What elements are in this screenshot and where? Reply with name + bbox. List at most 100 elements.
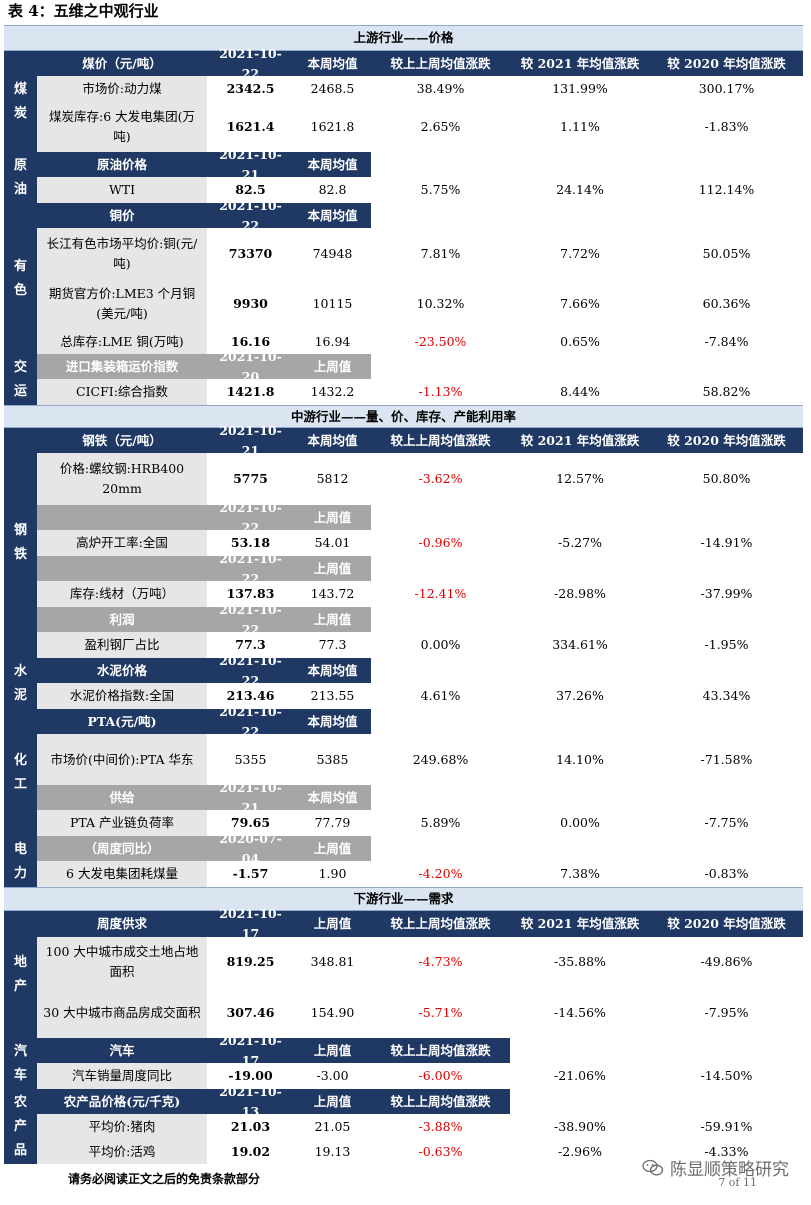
side-label-char: 工 (13, 776, 27, 792)
row-header-col: 上周值 (294, 556, 371, 581)
side-label-char: 农 (13, 1094, 27, 1110)
side-label-char: 水 (13, 663, 27, 679)
row-header-col: 较上上周均值涨跌 (371, 428, 510, 453)
row-header-label: 汽车 (37, 1038, 207, 1063)
row-header-date: 2021-10-17 (207, 1033, 294, 1068)
row-header-col: 本周均值 (294, 785, 371, 810)
row-value-avg: 213.55 (310, 688, 355, 703)
row-change-week: -6.00% (418, 1068, 463, 1083)
row-value-current: 213.46 (226, 688, 275, 703)
side-label-char: 运 (13, 383, 27, 399)
row-value-current: 1421.8 (226, 384, 275, 399)
row-header-label: 进口集装箱运价指数 (37, 354, 207, 379)
row-header-date: 2021-10-22 (207, 704, 294, 739)
row-header-label: 水泥价格 (37, 658, 207, 683)
row-value-current: 82.5 (235, 182, 266, 197)
row-change-week: 4.61% (420, 688, 461, 703)
row-value-current: 21.03 (230, 1118, 271, 1134)
side-label-char: 电 (13, 841, 27, 857)
side-coal: 煤炭 (4, 51, 37, 152)
row-header-date: 2020-07-04 (207, 831, 294, 866)
row-header-label: 煤价（元/吨） (37, 51, 207, 76)
row-change-2021: -14.56% (554, 1004, 606, 1020)
row-change-2020: -7.84% (704, 333, 749, 349)
row-value-current: -19.00 (228, 1068, 273, 1083)
row-name: 平均价:活鸡 (37, 1139, 207, 1164)
row-change-2020: -37.99% (700, 586, 753, 601)
row-header-label: （周度同比） (37, 836, 207, 861)
row-value-avg: 348.81 (310, 954, 355, 969)
row-header-col: 较 2020 年均值涨跌 (650, 51, 803, 76)
row-header-label: 周度供求 (37, 911, 207, 937)
row-value-current: 73370 (228, 245, 273, 261)
row-change-week: -0.96% (418, 535, 463, 550)
row-header-date: 2021-10-22 (207, 653, 294, 688)
row-change-2020: -7.75% (704, 815, 749, 830)
row-value-avg: 19.13 (314, 1143, 351, 1159)
row-value-avg: 54.01 (314, 535, 351, 550)
side-label-char: 产 (13, 1118, 27, 1134)
row-value-avg: 77.3 (318, 637, 347, 652)
row-change-2020: -71.58% (700, 751, 753, 767)
row-name: 市场价:动力煤 (37, 76, 207, 101)
side-label-char: 地 (13, 954, 27, 970)
row-value-avg: -3.00 (316, 1068, 349, 1083)
table-title: 表 4：五维之中观行业 (8, 2, 159, 20)
row-change-week: 10.32% (416, 296, 465, 311)
row-name: 6 大发电集团耗煤量 (37, 861, 207, 887)
row-value-avg: 143.72 (310, 586, 355, 601)
row-change-week: -12.41% (414, 586, 467, 601)
row-change-week: 249.68% (412, 751, 469, 767)
row-header-label: 利润 (37, 607, 207, 632)
row-change-week: 0.00% (420, 637, 461, 652)
row-value-current: 137.83 (226, 586, 275, 601)
section-midstream: 中游行业——量、价、库存、产能利用率 (4, 405, 803, 428)
row-header-date: 2021-10-13 (207, 1084, 294, 1119)
row-change-week: 38.49% (416, 80, 465, 96)
row-name: 100 大中城市成交土地占地面积 (37, 937, 207, 987)
row-change-2021: -2.96% (558, 1143, 602, 1159)
row-change-week: -5.71% (418, 1004, 463, 1020)
row-header-label: 钢铁（元/吨） (37, 428, 207, 453)
row-header-col: 本周均值 (294, 51, 371, 76)
row-change-2020: 60.36% (702, 296, 751, 311)
row-header-col: 上周值 (294, 1089, 371, 1114)
row-value-current: 9930 (233, 296, 268, 311)
row-change-week: 2.65% (420, 118, 461, 134)
row-name: 30 大中城市商品房成交面积 (37, 987, 207, 1038)
row-name: CICFI:综合指数 (37, 379, 207, 405)
row-value-avg: 21.05 (314, 1118, 351, 1134)
section-upstream: 上游行业——价格 (4, 25, 803, 51)
row-header-label: 供给 (37, 785, 207, 810)
row-header-date: 2021-10-22 (207, 198, 294, 233)
row-header-col: 上周值 (294, 607, 371, 632)
disclaimer-footnote: 请务必阅读正文之后的免责条款部分 (68, 1172, 261, 1186)
row-name: PTA 产业链负荷率 (37, 810, 207, 836)
row-header-label (37, 556, 207, 581)
row-change-2020: -1.95% (704, 637, 749, 652)
row-header-label: PTA(元/吨) (37, 709, 207, 734)
row-value-avg: 154.90 (310, 1004, 355, 1020)
row-change-2021: -35.88% (554, 954, 606, 969)
row-header-date: 2021-10-21 (207, 423, 294, 458)
row-change-week: -4.20% (418, 866, 463, 881)
row-name: 价格:螺纹钢:HRB400 20mm (37, 453, 207, 505)
row-change-week: 5.75% (420, 182, 461, 197)
row-change-2021: 0.00% (560, 815, 600, 830)
side-oil: 原油 (4, 152, 37, 203)
row-change-week: -23.50% (414, 333, 467, 349)
row-value-avg: 5385 (316, 751, 349, 767)
side-label-char: 铁 (13, 547, 27, 562)
row-header-col: 上周值 (294, 1038, 371, 1063)
row-header-date: 2021-10-21 (207, 780, 294, 815)
row-value-current: 53.18 (230, 535, 271, 550)
row-value-avg: 82.8 (318, 182, 347, 197)
row-change-2021: 14.10% (556, 751, 604, 767)
row-change-2021: 37.26% (556, 688, 604, 703)
row-header-col: 较 2020 年均值涨跌 (650, 911, 803, 937)
row-change-2020: -14.91% (700, 535, 753, 550)
row-header-date: 2021-10-20 (207, 349, 294, 384)
row-value-avg: 1621.8 (310, 118, 355, 134)
side-label-char: 色 (13, 282, 27, 298)
row-value-current: 77.3 (235, 637, 266, 652)
